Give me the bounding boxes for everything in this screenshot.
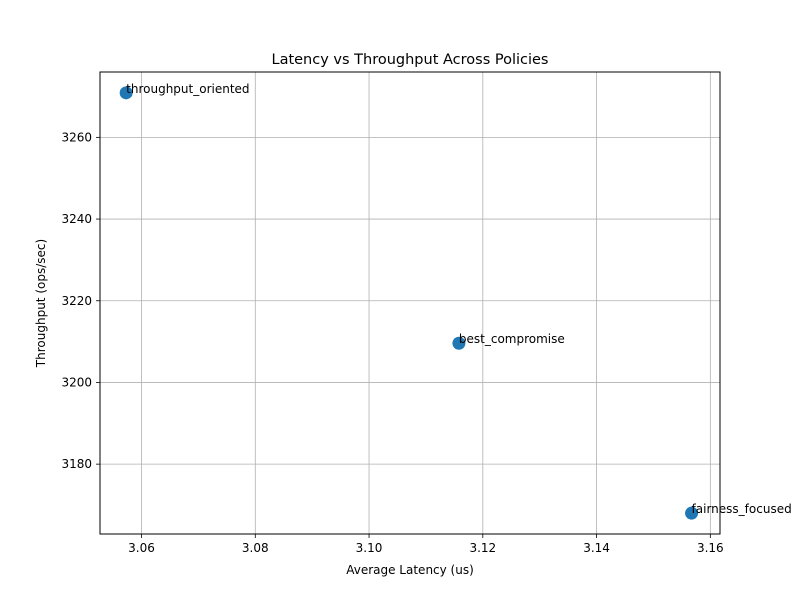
y-axis-ticks: 3180 3200 3220 3240 3260 (61, 130, 100, 471)
y-tick-label-4: 3260 (61, 130, 92, 144)
y-tick-label-1: 3200 (61, 375, 92, 389)
data-point-2 (685, 506, 699, 520)
data-points (119, 86, 699, 520)
x-tick-label-5: 3.16 (697, 541, 724, 555)
chart-title: Latency vs Throughput Across Policies (271, 52, 548, 68)
y-axis-label: Throughput (ops/sec) (34, 239, 48, 368)
x-axis-label: Average Latency (us) (346, 563, 474, 577)
data-point-1 (452, 336, 466, 350)
x-axis-ticks: 3.06 3.08 3.10 3.12 3.14 3.16 (128, 534, 724, 555)
x-tick-label-1: 3.08 (242, 541, 269, 555)
plot-frame (99, 71, 721, 535)
x-tick-label-0: 3.06 (128, 541, 155, 555)
point-label-1: best_compromise (459, 332, 565, 346)
data-point-0 (119, 86, 133, 100)
grid-lines (100, 72, 720, 534)
x-tick-label-4: 3.14 (583, 541, 610, 555)
y-tick-label-3: 3240 (61, 212, 92, 226)
point-label-0: throughput_oriented (126, 82, 249, 96)
axes-frame (99, 71, 721, 535)
y-tick-label-0: 3180 (61, 457, 92, 471)
x-tick-label-3: 3.12 (469, 541, 496, 555)
x-tick-label-2: 3.10 (356, 541, 383, 555)
y-tick-label-2: 3220 (61, 294, 92, 308)
point-label-2: fairness_focused (692, 502, 792, 516)
point-labels: throughput_oriented best_compromisefairne… (126, 82, 792, 516)
